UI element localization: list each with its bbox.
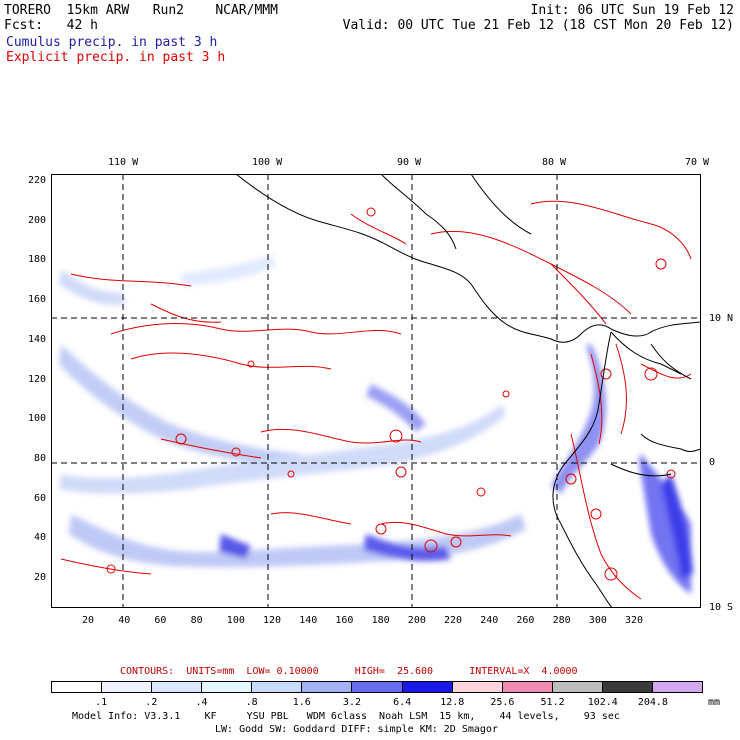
colorbar-swatch [252, 682, 303, 692]
colorbar-label: 25.6 [490, 697, 515, 708]
longitude-label: 110 W [108, 157, 139, 168]
model-title: TORERO 15km ARW Run2 NCAR/MMM [4, 3, 278, 18]
colorbar-label: 6.4 [393, 697, 412, 708]
coastlines [235, 173, 702, 609]
colorbar-label: .1 [95, 697, 108, 708]
y-tick-label: 100 [27, 413, 46, 425]
y-tick-label: 20 [33, 572, 46, 583]
colorbar-label: .8 [245, 697, 258, 708]
x-tick-label: 280 [552, 615, 571, 626]
cumulus-precip-label: Cumulus precip. in past 3 h [6, 35, 218, 50]
map-frame [51, 174, 701, 608]
x-tick-label: 80 [190, 615, 203, 626]
colorbar-unit: mm [708, 697, 721, 708]
colorbar-swatch [652, 682, 703, 692]
colorbar-swatch [452, 682, 503, 692]
forecast-hour: Fcst: 42 h [4, 18, 98, 33]
y-tick-label: 140 [27, 333, 46, 345]
init-time: Init: 06 UTC Sun 19 Feb 12 [530, 3, 735, 18]
colorbar-label: 204.8 [637, 697, 668, 708]
colorbar-label: 51.2 [540, 697, 565, 708]
x-tick-label: 300 [588, 615, 607, 626]
colorbar-swatch [602, 682, 653, 692]
longitude-label: 70 W [685, 157, 710, 168]
cumulus-precip-shading [59, 254, 693, 594]
colorbar-label: .4 [195, 697, 208, 708]
valid-time: Valid: 00 UTC Tue 21 Feb 12 (18 CST Mon … [342, 18, 734, 33]
x-tick-label: 200 [407, 615, 426, 626]
x-tick-label: 60 [154, 615, 167, 626]
colorbar-label: 102.4 [587, 697, 618, 708]
y-tick-label: 80 [33, 452, 46, 464]
y-tick-label: 220 [27, 175, 46, 186]
x-tick-label: 220 [444, 615, 463, 626]
precip-map [51, 173, 702, 609]
x-tick-label: 40 [118, 615, 131, 626]
x-tick-label: 100 [226, 615, 245, 626]
physics-info: LW: Godd SW: Goddard DIFF: simple KM: 2D… [215, 724, 498, 735]
longitude-label: 100 W [252, 157, 283, 168]
colorbar-swatch [52, 682, 103, 692]
longitude-label: 90 W [397, 157, 422, 168]
contours-info: CONTOURS: UNITS=mm LOW= 0.10000 HIGH= 25… [120, 666, 578, 677]
latlon-grid [51, 174, 701, 608]
model-info: Model Info: V3.3.1 KF YSU PBL WDM 6class… [72, 711, 620, 722]
latitude-label: 10 N [709, 313, 734, 324]
colorbar-label: .2 [145, 697, 158, 708]
x-tick-label: 180 [371, 615, 390, 626]
x-tick-label: 20 [82, 615, 95, 626]
y-tick-label: 160 [27, 294, 46, 306]
longitude-label: 80 W [542, 157, 567, 168]
colorbar-swatch [502, 682, 553, 692]
colorbar [51, 681, 703, 693]
precip-cells [106, 207, 676, 581]
x-tick-label: 260 [516, 615, 535, 626]
x-tick-label: 160 [335, 615, 354, 626]
latitude-label: 0 [709, 457, 716, 468]
x-tick-label: 240 [480, 615, 499, 626]
colorbar-swatch [102, 682, 153, 692]
x-tick-label: 140 [299, 615, 318, 626]
y-tick-label: 120 [27, 373, 46, 385]
colorbar-swatch [202, 682, 253, 692]
y-tick-label: 180 [27, 254, 46, 266]
colorbar-swatch [352, 682, 403, 692]
colorbar-label: 12.8 [440, 697, 465, 708]
x-tick-label: 320 [625, 615, 644, 626]
map-canvas [51, 173, 702, 609]
latitude-label: 10 S [709, 602, 734, 613]
colorbar-label: 1.6 [292, 697, 311, 708]
colorbar-label: 3.2 [342, 697, 361, 708]
y-tick-label: 40 [33, 532, 46, 544]
x-tick-label: 120 [263, 615, 282, 626]
colorbar-swatch [552, 682, 603, 692]
explicit-precip-label: Explicit precip. in past 3 h [6, 50, 226, 65]
y-tick-label: 200 [27, 214, 46, 226]
colorbar-swatch [152, 682, 203, 692]
colorbar-swatch [402, 682, 453, 692]
explicit-precip-contours [60, 200, 692, 600]
colorbar-swatch [302, 682, 353, 692]
y-tick-label: 60 [33, 492, 46, 504]
